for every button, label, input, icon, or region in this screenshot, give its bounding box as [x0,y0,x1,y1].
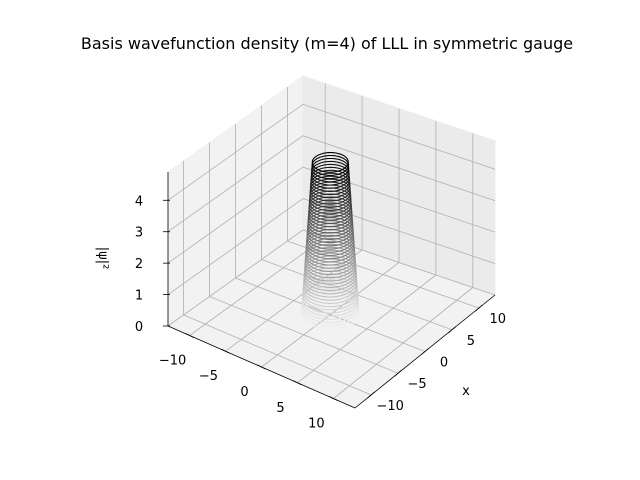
y-tick-label: 0 [240,385,248,400]
tick-labels: −10 −5 0 5 10 −10 −5 0 5 10 0 1 2 3 4 [135,194,506,431]
contour-ring [305,234,355,263]
z-grid-line [167,229,496,327]
z-tick-label: 2 [135,257,143,272]
contour-ring [306,223,355,250]
contour-ring [308,196,353,221]
z-grid-line [167,166,496,264]
contour-ring [309,178,351,202]
y-tick-label: 10 [308,417,325,432]
y-tick-label: −5 [199,369,218,384]
y-tick-mark [257,364,266,370]
contour-ring [303,267,358,298]
tick-marks [163,199,483,401]
z-grid-line [167,135,496,233]
contour-ring [308,193,352,218]
y-tick-label: 5 [276,401,284,416]
contour-ring [307,205,353,231]
contour-ring [302,282,359,314]
contour-ring [311,151,349,173]
contour-ring [302,276,359,308]
y-tick-label: −10 [159,354,186,369]
contour-ring [304,243,356,272]
contour-ring [311,154,350,176]
y-tick-mark [185,333,194,338]
x-tick-label: 10 [490,312,507,327]
contour-rings [300,151,360,330]
contour-ring [310,163,350,186]
x-tick-mark [421,348,429,355]
contour-ring [310,166,350,189]
z-tick-label: 4 [135,194,143,209]
contour-ring [301,285,359,317]
y-tick-mark [293,380,302,386]
contour-ring [307,202,353,228]
contour-ring [309,187,352,212]
contour-ring [302,270,358,301]
contour-ring [305,240,356,269]
x-tick-label: −10 [376,399,403,414]
contour-ring [304,246,356,276]
z-grid-line [167,198,496,295]
x-tick-label: 0 [440,356,448,371]
contour-ring [305,237,356,266]
z-grid-line [167,103,496,201]
contour-ring [301,291,360,324]
contour-ring [309,181,352,205]
z-tick-label: 3 [135,226,143,241]
y-tick-mark [221,348,230,354]
contour-ring [311,160,350,183]
contour-ring [308,190,352,215]
contour-ring [302,273,358,304]
contour-ring [306,225,355,253]
x-tick-label: 5 [467,334,475,349]
z-tick-label: 1 [135,289,143,304]
grid-lines [167,83,496,399]
x-tick-mark [475,304,483,312]
contour-ring [305,231,355,260]
contour-ring [311,157,350,180]
contour-ring [305,228,355,256]
contour-ring [302,279,359,311]
contour-ring [309,184,352,208]
z-tick-label: 0 [135,320,143,335]
chart-title: Basis wavefunction density (m=4) of LLL … [81,34,573,53]
x-axis-label: x [462,384,470,399]
contour-ring [301,288,359,320]
z-axis-label: |ψ|² [95,247,110,270]
x-tick-label: −5 [408,377,427,392]
x-tick-mark [367,391,375,399]
x-tick-mark [394,369,402,377]
y-tick-mark [329,396,338,401]
contour-ring [308,199,353,224]
x-tick-mark [448,326,456,334]
